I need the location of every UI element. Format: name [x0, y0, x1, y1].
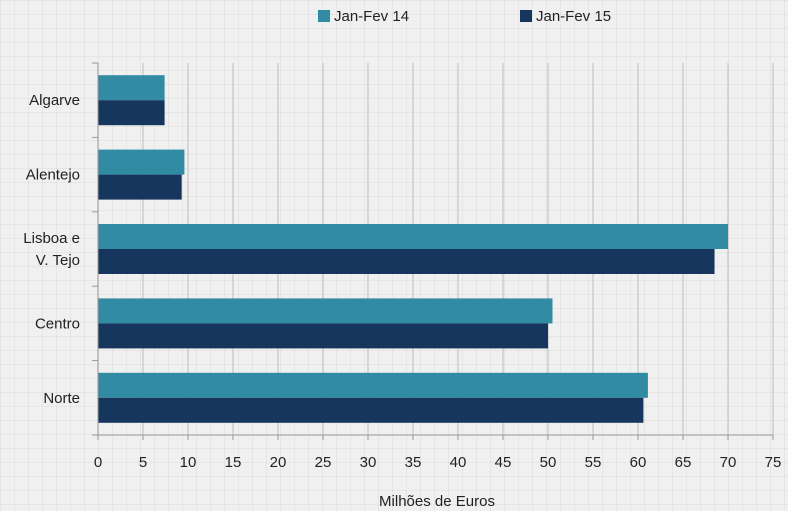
bar-series1 — [98, 75, 165, 101]
bar-series2 — [98, 397, 644, 423]
bar-series1 — [98, 298, 553, 324]
category-label: Alentejo — [26, 167, 80, 184]
legend-label: Jan-Fev 14 — [334, 8, 409, 25]
x-tick-labels: 0 5 10 15 20 25 30 35 40 45 50 55 60 65 70 75 — [94, 454, 782, 471]
x-tick-label: 55 — [585, 454, 602, 471]
bar-series1 — [98, 224, 728, 249]
bar-series2 — [98, 249, 715, 274]
x-tick-label: 25 — [315, 454, 332, 471]
axes — [92, 62, 774, 440]
x-tick-label: 10 — [180, 454, 197, 471]
x-axis-title: Milhões de Euros — [379, 493, 495, 510]
bar-series2 — [98, 174, 182, 200]
category-label: Algarve — [29, 92, 80, 109]
category-label: Centro — [35, 315, 80, 332]
x-tick-label: 75 — [765, 454, 782, 471]
x-tick-label: 50 — [540, 454, 557, 471]
legend-swatch — [520, 10, 532, 22]
x-tick-label: 35 — [405, 454, 422, 471]
bars — [98, 75, 728, 423]
x-tick-label: 15 — [225, 454, 242, 471]
x-tick-label: 45 — [495, 454, 512, 471]
x-tick-label: 20 — [270, 454, 287, 471]
x-tick-label: 40 — [450, 454, 467, 471]
x-tick-label: 60 — [630, 454, 647, 471]
legend: Jan-Fev 14 Jan-Fev 15 — [318, 8, 611, 25]
category-label: Norte — [43, 390, 80, 407]
x-tick-label: 65 — [675, 454, 692, 471]
x-tick-label: 70 — [720, 454, 737, 471]
bar-series2 — [98, 100, 165, 126]
category-label: Lisboa e V. Tejo — [23, 230, 80, 269]
legend-swatch — [318, 10, 330, 22]
category-labels: Algarve Alentejo Lisboa e V. Tejo Centro Nort… — [23, 92, 80, 407]
bar-series1 — [98, 149, 185, 175]
x-tick-label: 5 — [139, 454, 147, 471]
bar-series1 — [98, 372, 648, 398]
x-tick-label: 0 — [94, 454, 102, 471]
legend-label: Jan-Fev 15 — [536, 8, 611, 25]
x-tick-label: 30 — [360, 454, 377, 471]
bar-series2 — [98, 323, 548, 349]
